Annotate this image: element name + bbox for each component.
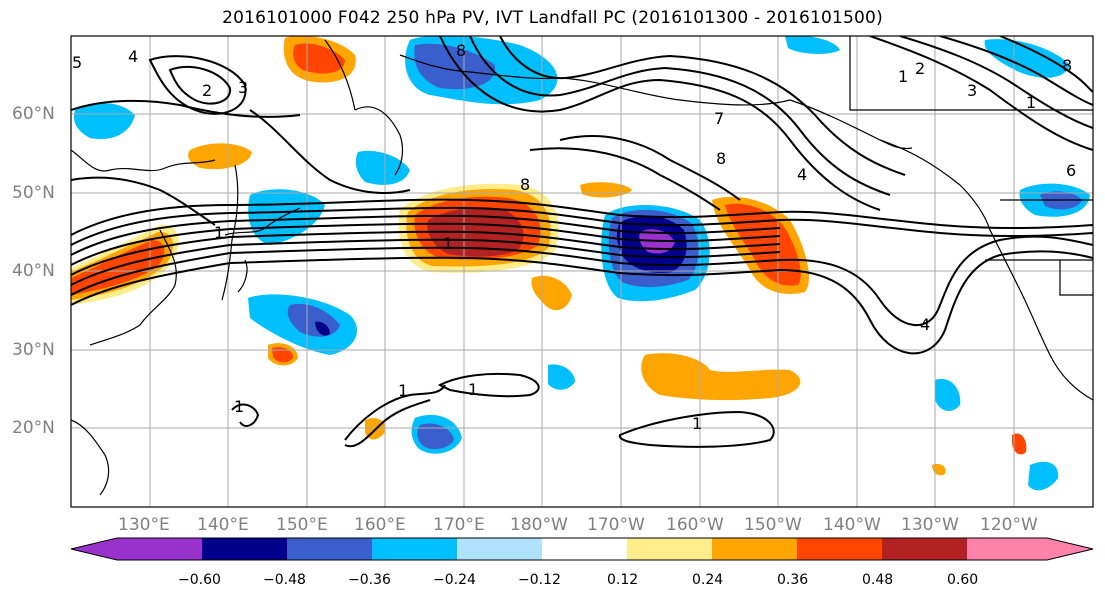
- colorbar-bin: [627, 538, 712, 560]
- lon-label: 140°E: [197, 515, 249, 535]
- contour-label-group: 5 4 3 2 1 1 8 8 7 1 2 3 4 8 1 1 1 1 4 6 …: [72, 41, 1076, 433]
- colorbar-bin: [117, 538, 202, 560]
- lat-label-40n: 40°N: [12, 261, 55, 281]
- colorbar-bin: [372, 538, 457, 560]
- colorbar-outline: [70, 537, 1094, 561]
- graticule: [71, 36, 1093, 507]
- contour-label: 1: [468, 380, 478, 399]
- contour-label: 1: [898, 67, 908, 86]
- colorbar-tick-label: −0.24: [433, 572, 476, 588]
- colorbar-bin: [712, 538, 797, 560]
- lon-label: 140°W: [823, 515, 881, 535]
- colorbar-tick-label: 0.36: [777, 572, 809, 588]
- contour-label: 1: [398, 381, 408, 400]
- pv-contours: [71, 36, 1093, 448]
- coastlines: [71, 36, 1093, 496]
- map-frame: [70, 35, 1094, 508]
- colorbar-tick-label: −0.60: [178, 572, 221, 588]
- lat-label-30n: 30°N: [12, 340, 55, 360]
- contour-label: 1: [234, 397, 244, 416]
- colorbar-min-extend: [71, 538, 117, 560]
- lat-label-60n: 60°N: [12, 104, 55, 124]
- colorbar-tick-label: −0.12: [518, 572, 561, 588]
- contour-label: 1: [443, 234, 453, 253]
- colorbar-tick-label: −0.48: [263, 572, 306, 588]
- contour-label: 6: [1066, 161, 1076, 180]
- colorbar-bin: [202, 538, 287, 560]
- contour-label: 1: [692, 414, 702, 433]
- colorbar-tick-label: −0.36: [348, 572, 391, 588]
- colorbar-tick-label: 0.12: [607, 572, 639, 588]
- colorbar-bin: [882, 538, 967, 560]
- colorbar-bin: [287, 538, 372, 560]
- contour-label: 7: [714, 109, 724, 128]
- contour-label: 8: [716, 149, 726, 168]
- lon-label: 160°W: [666, 515, 724, 535]
- lon-label: 150°W: [744, 515, 802, 535]
- contour-label: 4: [128, 47, 138, 66]
- lon-label: 170°E: [433, 515, 485, 535]
- contour-label: 2: [202, 81, 212, 100]
- lon-label: 120°W: [980, 515, 1038, 535]
- lon-label: 130°E: [118, 515, 170, 535]
- colorbar-tick-label: 0.48: [862, 572, 894, 588]
- contour-label: 4: [920, 315, 930, 334]
- lon-label: 170°W: [587, 515, 645, 535]
- map-title: 2016101000 F042 250 hPa PV, IVT Landfall…: [222, 8, 883, 28]
- contour-label: 1: [1026, 93, 1036, 112]
- contour-label: 3: [967, 81, 977, 100]
- contour-label: 5: [72, 53, 82, 72]
- lat-label-20n: 20°N: [12, 418, 55, 438]
- colorbar-bin: [797, 538, 882, 560]
- lon-label: 180°W: [510, 515, 568, 535]
- lat-label-50n: 50°N: [12, 183, 55, 203]
- contour-label: 3: [238, 78, 248, 97]
- colorbar-bin: [967, 538, 1047, 560]
- lon-label: 150°E: [276, 515, 328, 535]
- lon-label: 160°E: [354, 515, 406, 535]
- contour-label: 8: [520, 175, 530, 194]
- colorbar-max-extend: [1047, 538, 1093, 560]
- contour-label: 8: [456, 41, 466, 60]
- contour-label: 4: [797, 165, 807, 184]
- colorbar: [70, 537, 1094, 561]
- lon-label: 130°W: [901, 515, 959, 535]
- contour-label: 8: [1062, 56, 1072, 75]
- colorbar-tick-label: 0.24: [692, 572, 724, 588]
- colorbar-tick-label: 0.60: [947, 572, 979, 588]
- contour-label: 2: [915, 59, 925, 78]
- colorbar-bin: [457, 538, 542, 560]
- contour-label: 1: [214, 223, 224, 242]
- colorbar-bin: [542, 538, 627, 560]
